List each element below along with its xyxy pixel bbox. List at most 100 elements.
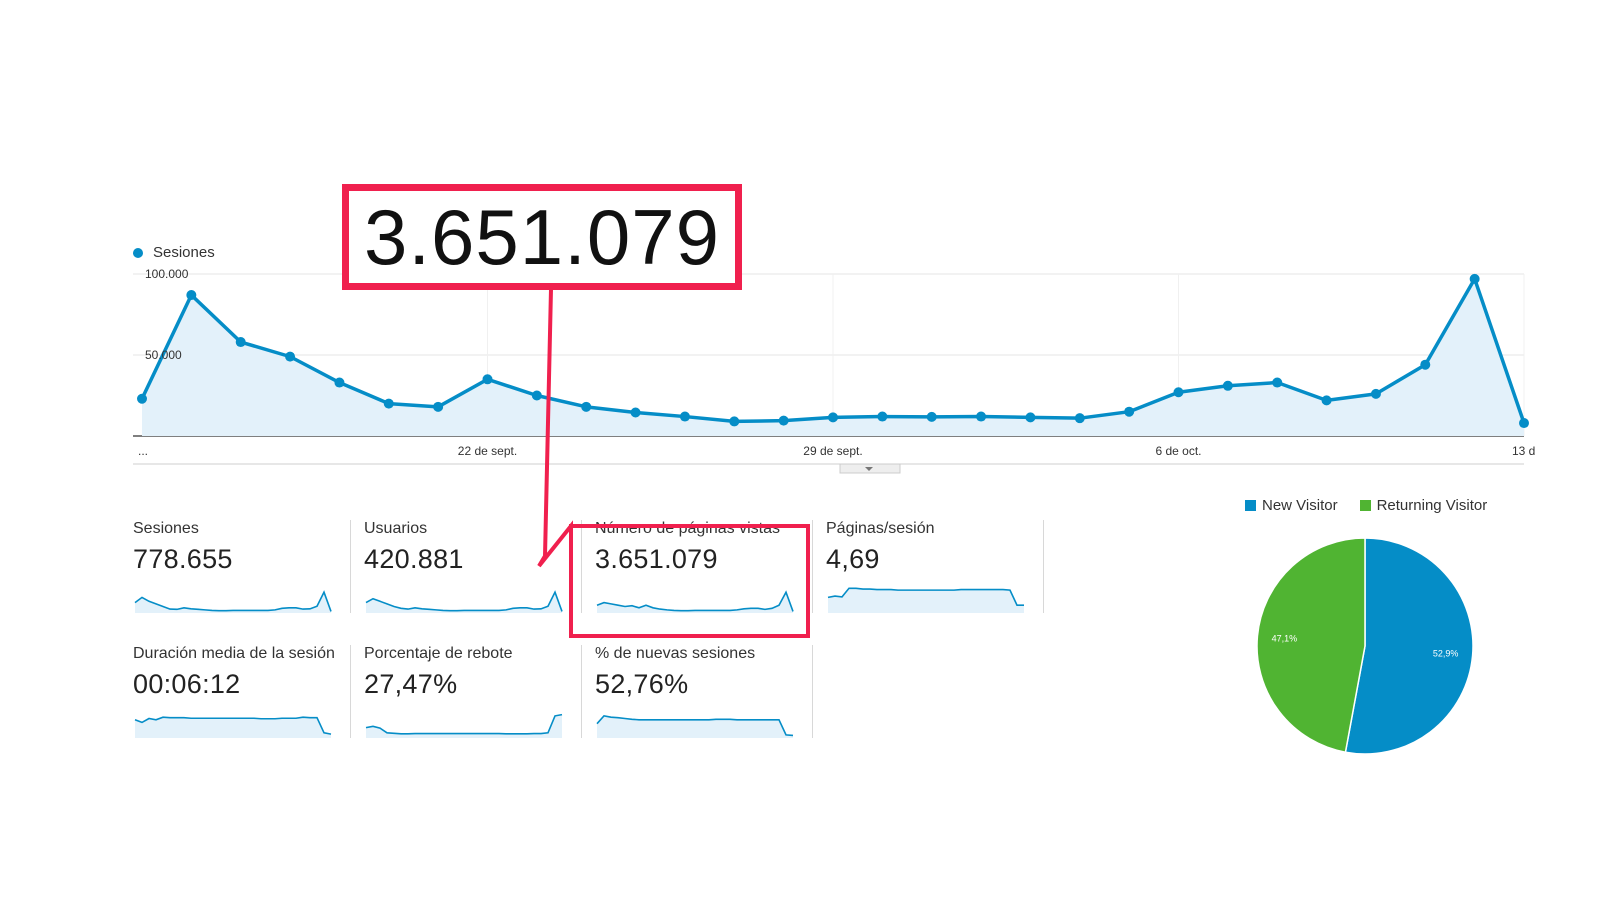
metric-label: Número de páginas vistas [595, 520, 780, 537]
pie-legend-label: New Visitor [1262, 497, 1338, 514]
legend-swatch [1245, 500, 1256, 511]
sparkline [365, 713, 563, 738]
metric-label: % de nuevas sesiones [595, 645, 756, 662]
metric-value: 00:06:12 [133, 669, 241, 699]
metric-value: 420.881 [364, 544, 464, 574]
data-point[interactable] [976, 411, 987, 422]
pie-slice-label: 47,1% [1272, 634, 1298, 644]
data-point[interactable] [334, 377, 345, 388]
sparkline-line [365, 713, 563, 735]
metric-value: 4,69 [826, 544, 880, 574]
data-point[interactable] [679, 411, 690, 422]
divider [581, 520, 582, 613]
sparkline-area [597, 715, 793, 738]
sparkline-area [135, 717, 331, 738]
metric-paginas-vistas[interactable]: Número de páginas vistas 3.651.079 [595, 520, 810, 620]
callout-box: 3.651.079 [342, 184, 742, 290]
sparkline [365, 590, 563, 613]
y-tick-label: 100.000 [145, 267, 189, 281]
divider [812, 645, 813, 738]
sparkline [134, 716, 332, 738]
data-point[interactable] [1074, 413, 1085, 424]
pie-legend-label: Returning Visitor [1376, 497, 1488, 514]
data-point[interactable] [1025, 412, 1036, 423]
metric-nuevas-sesiones[interactable]: % de nuevas sesiones 52,76% [595, 645, 810, 745]
metric-label: Páginas/sesión [826, 520, 935, 537]
x-tick-label: 29 de sept. [803, 444, 862, 458]
data-point[interactable] [581, 401, 592, 412]
data-point[interactable] [1272, 377, 1283, 388]
chevron-down-icon [865, 467, 873, 471]
legend-swatch [1359, 500, 1371, 511]
divider [350, 645, 351, 738]
pie-slice-returning-visitor[interactable] [1256, 537, 1366, 754]
sparkline [596, 715, 794, 738]
sparkline-line [365, 590, 563, 612]
data-point[interactable] [285, 351, 296, 362]
sparkline-area [828, 588, 1024, 613]
data-point[interactable] [482, 374, 493, 385]
data-point[interactable] [186, 290, 197, 301]
data-point[interactable] [1222, 380, 1233, 391]
divider [1043, 520, 1044, 613]
metric-label: Sesiones [133, 520, 199, 537]
pie-slice-label: 52,9% [1433, 648, 1459, 658]
series-legend[interactable]: Sesiones [133, 244, 215, 261]
data-point[interactable] [383, 398, 394, 409]
metric-sesiones[interactable]: Sesiones 778.655 [133, 520, 348, 620]
metric-value: 27,47% [364, 669, 458, 699]
metric-value: 778.655 [133, 544, 233, 574]
visitor-pie-chart: 52,9% 47,1% [1256, 537, 1474, 755]
metric-value: 52,76% [595, 669, 689, 699]
sparkline-area [366, 714, 562, 738]
metric-label: Duración media de la sesión [133, 645, 335, 662]
divider [350, 520, 351, 613]
divider [812, 520, 813, 613]
sparkline-line [134, 590, 332, 612]
sparkline-line [827, 587, 1024, 606]
data-point[interactable] [778, 415, 789, 426]
data-point[interactable] [1370, 388, 1381, 399]
divider [581, 645, 582, 738]
data-point[interactable] [877, 411, 888, 422]
x-tick-label: 22 de sept. [458, 444, 517, 458]
metric-value: 3.651.079 [595, 544, 718, 574]
metric-duracion[interactable]: Duración media de la sesión 00:06:12 [133, 645, 348, 745]
x-tick-label: 6 de oct. [1155, 444, 1201, 458]
callout-value: 3.651.079 [363, 192, 720, 281]
sparkline [827, 587, 1024, 613]
y-tick-label: 50.000 [145, 348, 182, 362]
pie-legend: New Visitor Returning Visitor [1245, 497, 1487, 514]
series-legend-dot [133, 247, 143, 258]
x-tick-label: ... [138, 444, 148, 458]
data-point[interactable] [926, 411, 937, 422]
data-point[interactable] [828, 412, 838, 423]
data-point[interactable] [235, 337, 246, 348]
data-point[interactable] [433, 401, 444, 412]
metric-rebote[interactable]: Porcentaje de rebote 27,47% [364, 645, 579, 745]
data-point[interactable] [1124, 406, 1135, 417]
data-point[interactable] [137, 393, 147, 404]
data-point[interactable] [1469, 273, 1480, 284]
sparkline [134, 590, 332, 613]
sparkline [596, 590, 794, 613]
data-point[interactable] [1321, 395, 1332, 406]
sparkline-line [134, 716, 332, 735]
pie-legend-item-returning[interactable]: Returning Visitor [1359, 497, 1488, 514]
metric-label: Usuarios [364, 520, 428, 537]
metric-paginas-sesion[interactable]: Páginas/sesión 4,69 [826, 520, 1041, 620]
x-tick-label: 13 d [1512, 444, 1535, 458]
data-point[interactable] [1519, 418, 1529, 429]
series-legend-label: Sesiones [153, 244, 215, 261]
metric-usuarios[interactable]: Usuarios 420.881 [364, 520, 579, 620]
data-point[interactable] [630, 407, 641, 418]
metric-label: Porcentaje de rebote [364, 645, 513, 662]
sparkline-line [596, 715, 794, 737]
data-point[interactable] [729, 416, 740, 427]
pie-slice-new-visitor[interactable] [1344, 537, 1474, 755]
data-point[interactable] [1173, 387, 1184, 398]
data-point[interactable] [531, 390, 542, 401]
pie-legend-item-new[interactable]: New Visitor [1245, 497, 1338, 514]
data-point[interactable] [1420, 359, 1431, 370]
